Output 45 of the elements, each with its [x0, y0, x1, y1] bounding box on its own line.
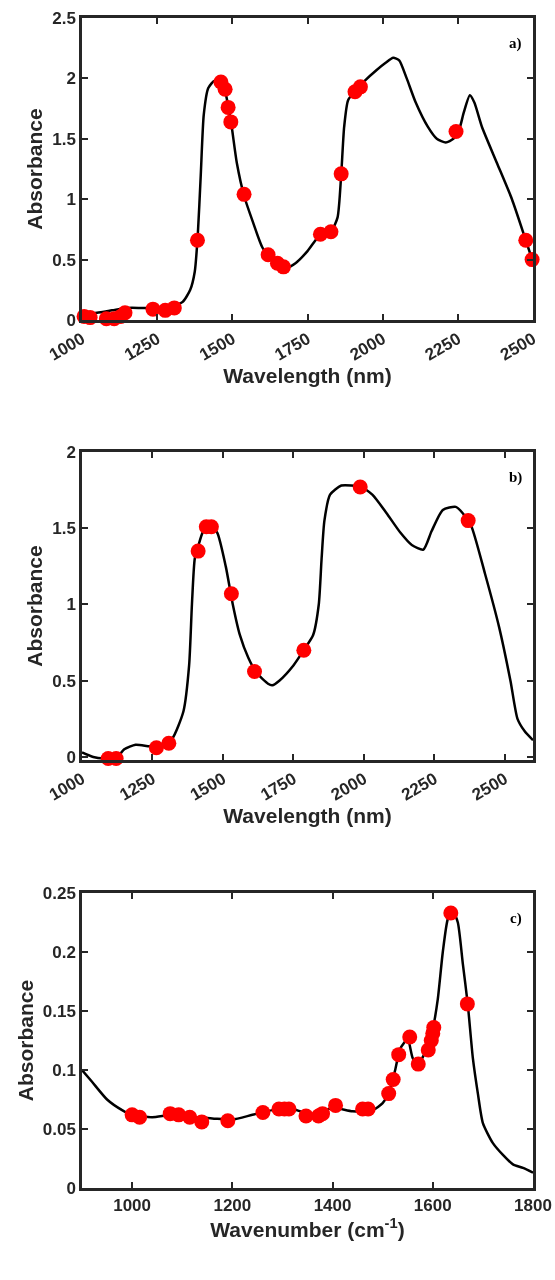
- y-tick-label: 0: [66, 747, 76, 767]
- y-tick-label: 0.25: [42, 883, 76, 903]
- y-tick-label: 1: [66, 190, 76, 210]
- annotation: b): [509, 469, 523, 486]
- y-tick-label: 0: [66, 1178, 76, 1198]
- x-tick-label: 1750: [257, 769, 300, 805]
- x-tick-label: 1800: [514, 1196, 552, 1216]
- x-tick-label: 1600: [413, 1196, 452, 1216]
- x-tick-label: 1000: [45, 769, 89, 805]
- annotation: a): [509, 35, 522, 52]
- x-tick-label: 2500: [468, 769, 512, 805]
- y-axis-title: Absorbance: [13, 979, 37, 1102]
- x-tick-label: 1200: [213, 1196, 252, 1216]
- y-tick-label: 0.15: [42, 1001, 76, 1021]
- x-tick-label: 2000: [327, 769, 371, 805]
- y-axis-title: Absorbance: [23, 108, 47, 230]
- x-tick-label: 1750: [271, 329, 314, 365]
- y-tick-label: 1: [66, 595, 76, 615]
- y-tick-label: 0.5: [52, 671, 76, 691]
- y-tick-label: 2: [66, 442, 76, 462]
- y-tick-label: 0.5: [52, 250, 76, 270]
- x-tick-label: 1250: [116, 769, 159, 805]
- x-axis-title: Wavelength (nm): [223, 364, 392, 388]
- x-tick-label: 1250: [121, 329, 164, 365]
- x-tick-label: 2250: [421, 329, 465, 365]
- y-tick-label: 1.5: [52, 129, 76, 149]
- x-tick-label: 1500: [186, 769, 230, 805]
- y-tick-label: 2.5: [52, 8, 76, 28]
- annotation: c): [510, 910, 522, 927]
- x-tick-label: 1000: [113, 1196, 152, 1216]
- x-tick-label: 1400: [313, 1196, 352, 1216]
- x-tick-label: 2500: [496, 329, 540, 365]
- y-tick-label: 0.2: [52, 942, 76, 962]
- x-axis-title: Wavelength (nm): [223, 804, 392, 828]
- x-tick-label: 1000: [45, 329, 89, 365]
- y-axis-title: Absorbance: [23, 545, 47, 667]
- x-tick-label: 2000: [346, 329, 389, 365]
- y-tick-label: 1.5: [52, 519, 76, 539]
- x-axis-title: Wavenumber (cm$^{-1}$): [210, 1215, 405, 1241]
- y-tick-label: 0.1: [52, 1060, 76, 1080]
- x-tick-label: 2250: [398, 769, 441, 805]
- y-tick-label: 0: [66, 310, 76, 330]
- y-tick-label: 0.05: [42, 1119, 76, 1139]
- x-tick-label: 1500: [196, 329, 239, 365]
- y-tick-label: 2: [66, 69, 76, 89]
